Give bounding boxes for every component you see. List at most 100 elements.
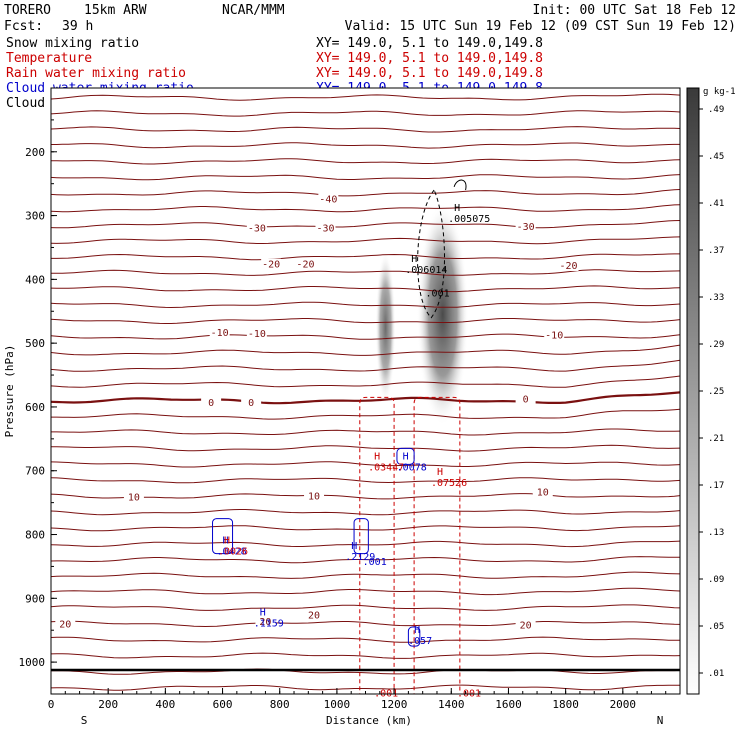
isotherm-label-bg — [515, 619, 536, 631]
contour-labels: -40 -30 -30 -30 -20 -20 -20 -10 -10 -10 0 0 0 10 10 10 2… — [55, 193, 579, 700]
isotherm-line — [51, 142, 680, 149]
isotherm-label-bg — [55, 618, 76, 630]
colorbar-tick-label: .37 — [708, 246, 724, 256]
isotherm-label-bg — [209, 326, 230, 338]
init-time: Init: 00 UTC Sat 18 Feb 12 — [533, 3, 737, 18]
isotherm-label-bg — [304, 490, 325, 502]
colorbar-tick-label: .41 — [708, 199, 724, 209]
isotherm-line — [51, 477, 680, 484]
isotherm-label-bg — [515, 393, 536, 405]
isotherm-line — [51, 604, 680, 611]
isotherm-label: -10 — [545, 331, 563, 342]
isotherm-label: 20 — [259, 617, 271, 628]
forecast-label: Fcst: — [4, 19, 43, 34]
isotherm-line — [51, 333, 680, 340]
maximum-value: .1159 — [254, 618, 284, 629]
isotherm-line — [51, 636, 680, 643]
isotherm-line — [51, 668, 680, 675]
maximum-value: .057 — [408, 636, 432, 647]
isotherm-label-bg — [532, 486, 553, 498]
isotherm-label: 10 — [537, 487, 549, 498]
isotherm-line — [51, 509, 680, 516]
contour-value-label: .001 — [426, 289, 450, 300]
maximum-marker: H — [414, 625, 420, 636]
isotherm-line — [51, 236, 680, 245]
colorbar-ticks: .01 .05 .09 .13 .17 .21 .25 .29 .33 .37 .41 .45 .49 — [699, 105, 724, 679]
maximum-value: .2129 — [345, 552, 375, 563]
isotherm-label: -20 — [262, 260, 280, 271]
isotherm-label: -20 — [296, 260, 314, 271]
isotherm-label-bg — [201, 397, 222, 409]
valid-time: Valid: 15 UTC Sun 19 Feb 12 (09 CST Sun … — [345, 19, 736, 34]
y-tick-label: 400 — [25, 273, 45, 286]
cloud-water-contour — [396, 447, 415, 465]
isotherm-label: -30 — [517, 222, 535, 233]
isotherm-line — [51, 571, 680, 579]
cloud-water-contour — [353, 518, 369, 555]
y-tick-label: 1000 — [19, 656, 46, 669]
field-name: Temperature — [6, 51, 92, 66]
isotherm-label-bg — [246, 328, 267, 340]
isotherm-label-bg — [261, 258, 282, 270]
isotherm-label: 20 — [308, 611, 320, 622]
x-tick-label: 2000 — [610, 698, 637, 711]
cloud-ice-contour — [453, 179, 467, 191]
isotherm-line — [51, 220, 680, 229]
isotherm-label: 20 — [59, 619, 71, 630]
colorbar-tick-label: .05 — [708, 622, 724, 632]
isotherm-line — [51, 684, 680, 691]
rain-water-contour — [359, 396, 395, 694]
isotherm-label-bg — [241, 397, 262, 409]
isotherm-line — [51, 344, 680, 356]
isotherm-label-bg — [315, 222, 336, 234]
maximum-value: .005075 — [448, 214, 490, 225]
x-tick-label: 0 — [48, 698, 55, 711]
isotherm-line — [51, 444, 680, 452]
field-name: Rain water mixing ratio — [6, 66, 186, 81]
maximum-marker: H — [411, 254, 417, 265]
field-name: Snow mixing ratio — [6, 36, 139, 51]
isotherm-label: 0 — [248, 398, 254, 409]
isotherm-line — [51, 556, 680, 564]
maximum-value: .0026 — [218, 546, 248, 557]
isotherm-line — [51, 93, 680, 101]
colorbar — [686, 87, 700, 695]
axes: 0 200 400 600 800 1000 1200 1400 1600 1800 2000200… — [19, 87, 681, 711]
y-axis-label: Pressure (hPa) — [3, 345, 16, 438]
isotherm-line — [51, 525, 680, 532]
maximum-value: .0428 — [217, 546, 247, 557]
colorbar-tick-label: .33 — [708, 293, 724, 303]
south-endpoint-label: S — [81, 714, 88, 727]
cloud-water-contour — [407, 626, 421, 647]
maximum-value: .0078 — [397, 463, 427, 474]
maximum-marker: H — [403, 452, 409, 463]
isotherm-label: -30 — [248, 223, 266, 234]
x-axis-label: Distance (km) — [326, 714, 412, 727]
colorbar-tick-label: .21 — [708, 434, 724, 444]
isotherm-line — [51, 587, 680, 596]
y-tick-label: 800 — [25, 529, 45, 542]
x-tick-label: 200 — [98, 698, 118, 711]
isotherm-label: 0 — [208, 398, 214, 409]
isotherm-label: 20 — [520, 621, 532, 632]
isotherm-line — [51, 189, 680, 197]
isotherm-label-bg — [123, 491, 144, 503]
isotherm-line — [51, 620, 680, 628]
isotherm-label-bg — [295, 258, 316, 270]
y-tick-label: 500 — [25, 337, 45, 350]
isotherm-label: -10 — [248, 329, 266, 340]
snow-mixing-ratio-area — [375, 250, 396, 404]
isotherm-label-bg — [544, 329, 565, 341]
field-coords: XY= 149.0, 5.1 to 149.0,149.8 — [316, 51, 543, 66]
north-endpoint-label: N — [657, 714, 664, 727]
isotherm-label-bg — [246, 222, 267, 234]
colorbar-tick-label: .09 — [708, 575, 724, 585]
isotherm-line — [51, 652, 680, 659]
colorbar-unit: g kg-1 — [703, 87, 736, 97]
isotherm-label: -30 — [316, 223, 334, 234]
isotherm-label: 0 — [523, 394, 529, 405]
model-name: TORERO — [4, 3, 51, 18]
contour-value-label: .001 — [363, 557, 387, 568]
maximum-value: .006014 — [405, 265, 447, 276]
